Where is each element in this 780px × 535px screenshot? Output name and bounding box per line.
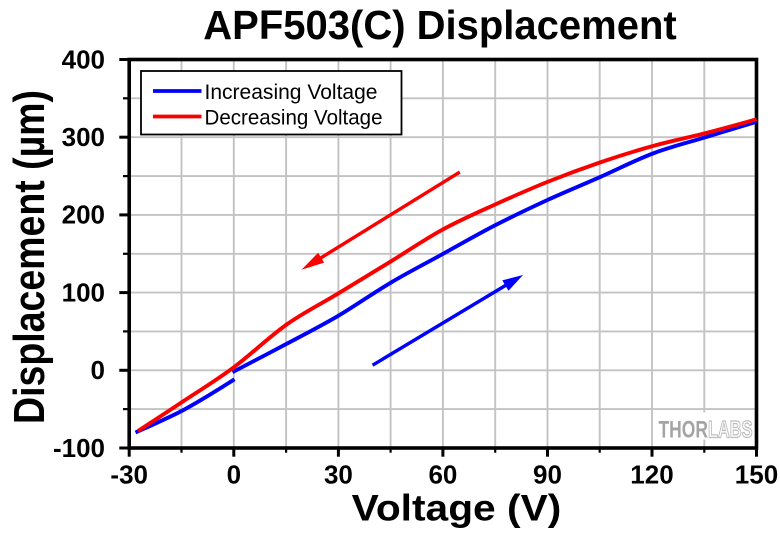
svg-text:0: 0 [91,355,105,385]
svg-text:120: 120 [630,459,673,489]
svg-text:LABS: LABS [708,416,753,443]
svg-text:-30: -30 [110,459,148,489]
svg-text:-100: -100 [53,433,105,463]
svg-text:60: 60 [428,459,457,489]
svg-text:400: 400 [62,44,105,74]
svg-text:90: 90 [533,459,562,489]
svg-text:150: 150 [735,459,778,489]
svg-text:THOR: THOR [659,416,709,443]
svg-text:APF503(C) Displacement: APF503(C) Displacement [203,2,676,48]
svg-text:Voltage (V): Voltage (V) [352,487,562,529]
svg-text:0: 0 [227,459,241,489]
svg-text:100: 100 [62,277,105,307]
svg-text:Decreasing Voltage: Decreasing Voltage [205,105,383,130]
svg-text:Displacement (µm): Displacement (µm) [5,90,54,424]
svg-text:30: 30 [324,459,353,489]
svg-text:200: 200 [62,200,105,230]
svg-text:Increasing Voltage: Increasing Voltage [205,79,378,104]
svg-text:300: 300 [62,122,105,152]
